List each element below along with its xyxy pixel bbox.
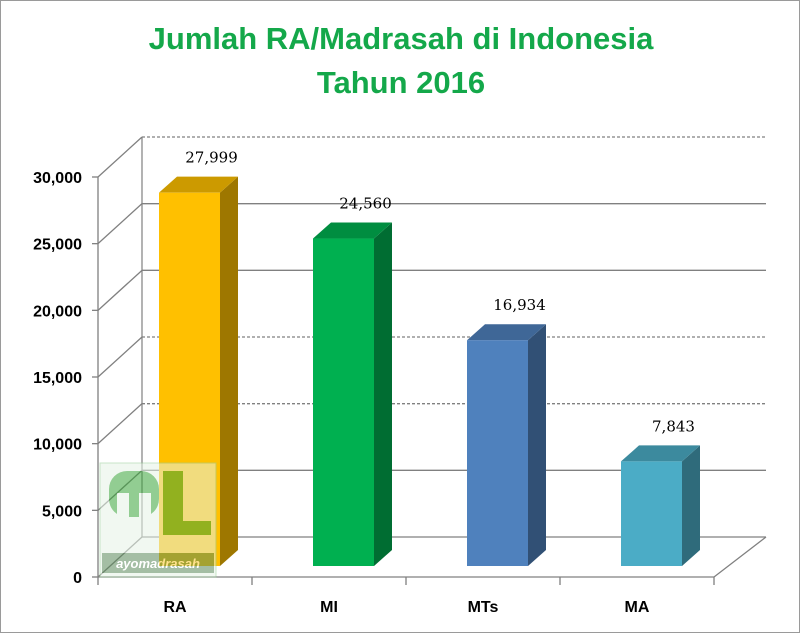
y-tick-label: 10,000	[33, 437, 82, 454]
x-tick-label: RA	[163, 599, 187, 616]
bar-front	[467, 340, 528, 566]
bar-top	[313, 222, 392, 239]
y-tick-label: 30,000	[33, 170, 82, 187]
logo-m-gap	[139, 493, 151, 517]
chart-title-line-1: Jumlah RA/Madrasah di Indonesia	[148, 21, 654, 56]
chart-title-line-2: Tahun 2016	[316, 65, 486, 100]
logo-l-shape	[163, 471, 183, 535]
logo-m-gap	[117, 493, 129, 517]
bar-mts	[467, 324, 546, 566]
bar-top	[621, 445, 700, 462]
x-tick-label: MTs	[468, 599, 499, 616]
gridline-diagonal	[97, 203, 143, 245]
logo-text: ayomadrasah	[116, 556, 200, 571]
bar-mi	[313, 222, 392, 567]
gridline-diagonal	[97, 136, 143, 178]
gridline-diagonal	[97, 269, 143, 311]
gridline-diagonal	[97, 403, 143, 445]
bar-side	[374, 222, 392, 567]
y-tick-label: 15,000	[33, 370, 82, 387]
bar-top	[467, 324, 546, 341]
bar-front	[313, 238, 374, 567]
data-label: 27,999	[185, 149, 238, 167]
ayomadrasah-logo: ayomadrasah	[99, 462, 217, 578]
y-tick-label: 20,000	[33, 303, 82, 320]
y-tick-label: 5,000	[42, 503, 82, 520]
bar-ma	[621, 445, 700, 566]
bar-top	[159, 176, 238, 193]
x-tick-label: MA	[625, 599, 650, 616]
bar-front	[621, 461, 682, 566]
data-label: 7,843	[652, 417, 695, 435]
x-tick-label: MI	[320, 599, 338, 616]
logo-text-band	[102, 553, 214, 573]
y-tick-label: 0	[73, 570, 82, 587]
logo-m-shape	[109, 471, 159, 517]
y-tick-label: 25,000	[33, 237, 82, 254]
bar-side	[220, 176, 238, 566]
gridline-diagonal	[97, 336, 143, 378]
data-label: 24,560	[339, 195, 392, 213]
logo-l-foot	[163, 521, 211, 535]
data-label: 16,934	[493, 296, 546, 314]
bar-side	[528, 324, 546, 566]
bar-side	[682, 445, 700, 566]
